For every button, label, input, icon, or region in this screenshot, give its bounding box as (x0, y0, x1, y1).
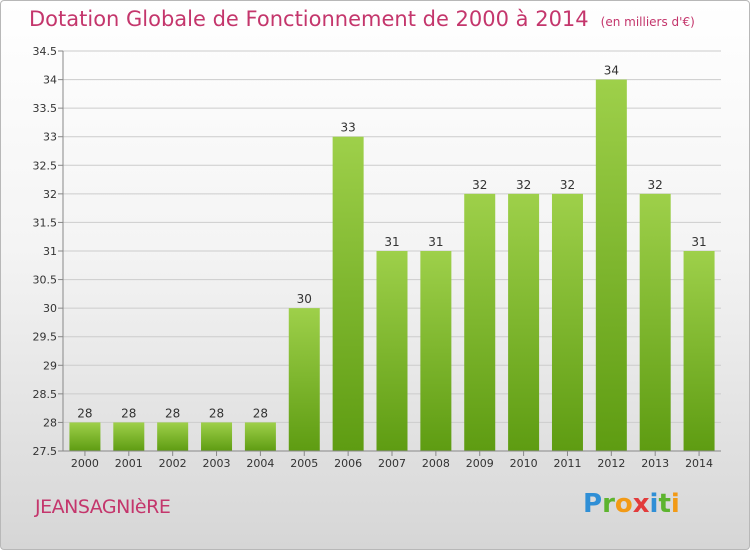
bar (69, 422, 101, 451)
logo-letter: x (632, 489, 650, 519)
bar-value-label: 28 (209, 406, 224, 420)
bar-value-label: 31 (428, 235, 443, 249)
bar (464, 193, 496, 451)
x-tick-label: 2007 (378, 457, 406, 470)
bar-value-label: 32 (472, 178, 487, 192)
unit-label: (en milliers d'€) (600, 15, 695, 29)
y-tick-label: 31 (43, 245, 57, 258)
x-tick-label: 2001 (115, 457, 143, 470)
bar-value-label: 32 (516, 178, 531, 192)
bar (244, 422, 276, 451)
y-tick-label: 34 (43, 74, 57, 87)
bar (288, 308, 320, 451)
bar (420, 251, 452, 451)
bar (639, 193, 671, 451)
bar-value-label: 28 (121, 406, 136, 420)
proxiti-logo: Proxiti (583, 489, 680, 519)
logo-letter: t (658, 489, 671, 519)
x-tick-label: 2009 (466, 457, 494, 470)
bar-value-label: 32 (648, 178, 663, 192)
x-tick-label: 2008 (422, 457, 450, 470)
x-tick-label: 2004 (246, 457, 274, 470)
bar-value-label: 28 (77, 406, 92, 420)
y-tick-label: 30.5 (33, 274, 58, 287)
y-tick-label: 28 (43, 416, 57, 429)
y-tick-label: 29.5 (33, 331, 58, 344)
logo-letter: r (602, 489, 615, 519)
chart-title: Dotation Globale de Fonctionnement de 20… (29, 7, 589, 31)
y-tick-label: 28.5 (33, 388, 58, 401)
bar-value-label: 28 (165, 406, 180, 420)
x-tick-label: 2005 (290, 457, 318, 470)
y-tick-label: 32.5 (33, 159, 58, 172)
bar-value-label: 31 (691, 235, 706, 249)
bar-value-label: 33 (340, 121, 355, 135)
bar (157, 422, 189, 451)
x-tick-label: 2010 (510, 457, 538, 470)
logo-letter: P (583, 489, 603, 519)
bar (683, 251, 715, 451)
bars (69, 79, 715, 452)
bar-value-label: 32 (560, 178, 575, 192)
bar (332, 136, 364, 451)
bar (113, 422, 145, 451)
axes: 27.5 28 28.5 29 29.5 30 30.5 31 31.5 32 32.5 33 33.5… (33, 45, 721, 470)
bar-value-label: 31 (384, 235, 399, 249)
logo-letter: i (670, 489, 680, 519)
bar (376, 251, 408, 451)
bar-value-label: 30 (297, 292, 312, 306)
bar (201, 422, 233, 451)
y-tick-label: 33 (43, 131, 57, 144)
bar (508, 193, 540, 451)
bar (595, 79, 627, 452)
x-tick-label: 2002 (159, 457, 187, 470)
x-tick-label: 2013 (641, 457, 669, 470)
y-tick-label: 30 (43, 302, 57, 315)
title-row: Dotation Globale de Fonctionnement de 20… (29, 7, 695, 31)
logo-letter: o (614, 489, 633, 519)
y-tick-label: 32 (43, 188, 57, 201)
x-tick-label: 2014 (685, 457, 713, 470)
x-tick-label: 2003 (203, 457, 231, 470)
y-tick-label: 29 (43, 359, 57, 372)
x-tick-label: 2011 (553, 457, 581, 470)
y-tick-label: 33.5 (33, 102, 58, 115)
logo-letter: i (649, 489, 659, 519)
bar-value-label: 34 (604, 64, 619, 78)
x-tick-label: 2006 (334, 457, 362, 470)
data-labels: 28 28 28 28 28 30 33 31 31 32 32 32 34 32 31 (77, 64, 706, 421)
x-tick-label: 2012 (597, 457, 625, 470)
commune-name: JEANSAGNIèRE (35, 496, 171, 518)
y-tick-label: 31.5 (33, 216, 58, 229)
bar-value-label: 28 (253, 406, 268, 420)
bar (551, 193, 583, 451)
x-tick-label: 2000 (71, 457, 99, 470)
y-tick-label: 34.5 (33, 45, 58, 58)
y-tick-label: 27.5 (33, 445, 58, 458)
